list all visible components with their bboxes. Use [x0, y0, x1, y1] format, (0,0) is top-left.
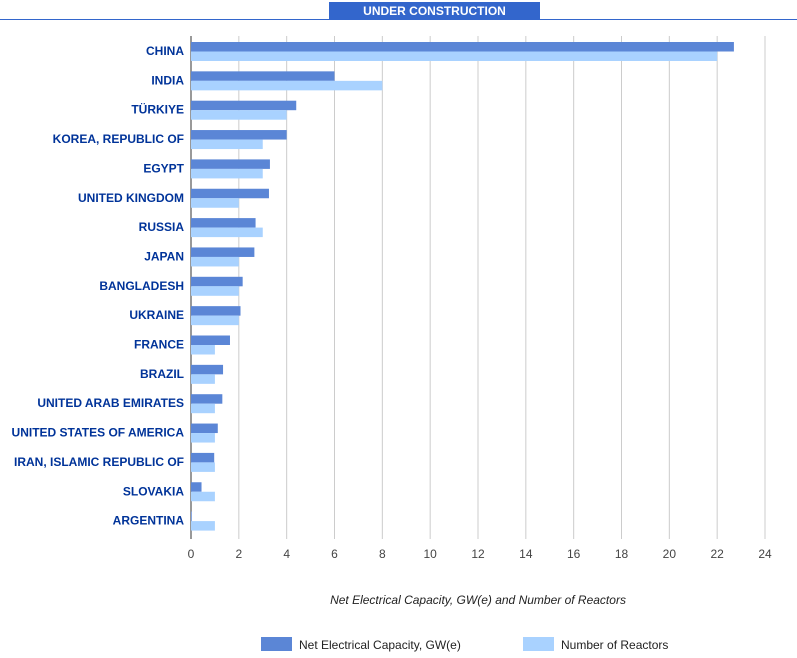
bar-reactors[interactable]: [191, 198, 239, 208]
bars: [191, 42, 734, 531]
bar-reactors[interactable]: [191, 521, 215, 531]
bar-reactors[interactable]: [191, 491, 215, 502]
legend[interactable]: Net Electrical Capacity, GW(e) Number of…: [261, 637, 668, 652]
category-label: UNITED STATES OF AMERICA: [12, 426, 185, 440]
legend-label-capacity: Net Electrical Capacity, GW(e): [299, 638, 461, 652]
category-label: KOREA, REPUBLIC OF: [53, 132, 184, 146]
bar-reactors[interactable]: [191, 286, 239, 296]
bar-reactors[interactable]: [191, 315, 239, 326]
bar-capacity[interactable]: [191, 394, 223, 404]
x-tick-label: 0: [188, 547, 195, 561]
x-tick-label: 6: [331, 547, 338, 561]
x-tick-label: 22: [710, 547, 724, 561]
category-labels: CHINA INDIA TÜRKIYE KOREA, REPUBLIC OF EGYPT…: [12, 44, 185, 528]
bar-reactors[interactable]: [191, 168, 263, 179]
section-title: UNDER CONSTRUCTION: [329, 2, 540, 20]
bar-capacity[interactable]: [191, 511, 192, 522]
x-tick-label: 18: [615, 547, 629, 561]
bar-capacity[interactable]: [191, 306, 241, 316]
legend-swatch-reactors: [523, 637, 554, 651]
bar-reactors[interactable]: [191, 462, 215, 472]
category-label: CHINA: [146, 44, 184, 58]
bar-capacity[interactable]: [191, 364, 224, 375]
bar-capacity[interactable]: [191, 335, 230, 346]
category-label: BANGLADESH: [99, 279, 184, 293]
category-label: ARGENTINA: [113, 514, 185, 528]
bar-capacity[interactable]: [191, 159, 270, 169]
bar-reactors[interactable]: [191, 110, 287, 120]
legend-label-reactors: Number of Reactors: [561, 638, 668, 652]
bar-reactors[interactable]: [191, 227, 263, 238]
bar-capacity[interactable]: [191, 42, 734, 52]
category-label: IRAN, ISLAMIC REPUBLIC OF: [14, 455, 184, 469]
category-label: SLOVAKIA: [123, 484, 184, 498]
bar-capacity[interactable]: [191, 423, 218, 434]
category-label: UNITED KINGDOM: [78, 191, 184, 205]
x-tick-label: 16: [567, 547, 581, 561]
x-tick-label: 4: [283, 547, 290, 561]
category-label: UNITED ARAB EMIRATES: [37, 396, 184, 410]
category-label: INDIA: [151, 73, 184, 87]
category-label: TÜRKIYE: [131, 102, 184, 117]
x-tick-label: 24: [758, 547, 772, 561]
bar-reactors[interactable]: [191, 345, 215, 355]
bar-capacity[interactable]: [191, 130, 287, 140]
bar-reactors[interactable]: [191, 139, 263, 150]
bar-capacity[interactable]: [191, 188, 269, 199]
bar-capacity[interactable]: [191, 276, 243, 287]
bar-capacity[interactable]: [191, 71, 335, 81]
bar-reactors[interactable]: [191, 403, 215, 414]
bar-reactors[interactable]: [191, 433, 215, 443]
x-tick-label: 8: [379, 547, 386, 561]
category-label: BRAZIL: [140, 367, 184, 381]
category-label: RUSSIA: [139, 220, 185, 234]
category-label: EGYPT: [143, 161, 184, 175]
bar-reactors[interactable]: [191, 51, 718, 62]
bar-capacity[interactable]: [191, 100, 297, 111]
x-tick-label: 14: [519, 547, 533, 561]
category-label: UKRAINE: [129, 308, 184, 322]
bar-capacity[interactable]: [191, 482, 202, 492]
x-tick-label: 20: [663, 547, 677, 561]
bar-capacity[interactable]: [191, 452, 215, 463]
bar-reactors[interactable]: [191, 256, 239, 267]
bar-reactors[interactable]: [191, 374, 215, 384]
x-tick-label: 2: [235, 547, 242, 561]
bar-capacity[interactable]: [191, 247, 255, 257]
legend-swatch-capacity: [261, 637, 292, 651]
x-tick-label: 10: [423, 547, 437, 561]
category-label: FRANCE: [134, 338, 184, 352]
bar-capacity[interactable]: [191, 218, 256, 228]
x-axis-title: Net Electrical Capacity, GW(e) and Numbe…: [330, 593, 626, 607]
x-tick-label: 12: [471, 547, 485, 561]
header-divider: [0, 19, 797, 20]
bar-reactors[interactable]: [191, 80, 383, 91]
category-label: JAPAN: [144, 249, 184, 263]
x-tick-labels: 0 2 4 6 8 10 12 14 16 18 20 22 24: [188, 547, 772, 561]
